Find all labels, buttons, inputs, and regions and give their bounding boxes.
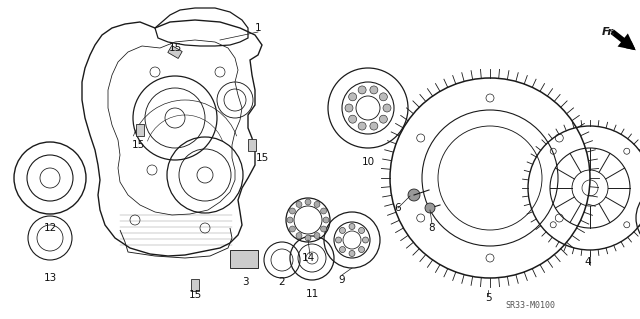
Circle shape [345,104,353,112]
Circle shape [358,247,365,253]
Circle shape [358,122,366,130]
Circle shape [321,208,326,214]
Circle shape [370,86,378,94]
Circle shape [339,227,346,234]
Text: 12: 12 [44,223,56,233]
Text: Fr.: Fr. [602,27,616,37]
Text: 3: 3 [242,277,248,287]
Circle shape [305,199,311,205]
Circle shape [349,115,356,123]
Text: 4: 4 [585,257,591,267]
FancyArrowPatch shape [612,32,634,49]
Polygon shape [136,124,144,136]
Polygon shape [248,139,256,151]
Circle shape [335,237,342,243]
Circle shape [380,93,387,101]
Circle shape [289,226,296,232]
Text: 15: 15 [188,290,202,300]
Circle shape [349,250,355,256]
Circle shape [380,115,387,123]
Circle shape [349,224,355,229]
Text: 15: 15 [168,43,182,53]
Text: 8: 8 [429,223,435,233]
Circle shape [362,237,369,243]
Circle shape [314,233,320,239]
Circle shape [321,226,326,232]
Text: 9: 9 [339,275,346,285]
Text: SR33-M0100: SR33-M0100 [505,300,555,309]
Bar [230,250,258,268]
Text: 14: 14 [301,253,315,263]
Text: 2: 2 [278,277,285,287]
Circle shape [383,104,391,112]
Circle shape [339,247,346,253]
Circle shape [296,201,302,207]
Polygon shape [191,279,199,291]
Circle shape [289,208,296,214]
FancyArrowPatch shape [611,30,636,50]
Circle shape [349,93,356,101]
Circle shape [358,86,366,94]
Circle shape [305,235,311,241]
Circle shape [287,217,293,223]
Text: 11: 11 [305,289,319,299]
Circle shape [296,233,302,239]
Text: 15: 15 [131,140,145,150]
Polygon shape [168,46,182,58]
Text: 15: 15 [255,153,269,163]
Text: 10: 10 [362,157,374,167]
Circle shape [323,217,329,223]
Text: 5: 5 [484,293,492,303]
Circle shape [314,201,320,207]
Text: 6: 6 [395,203,401,213]
Circle shape [358,227,365,234]
Circle shape [425,203,435,213]
Text: 13: 13 [44,273,56,283]
Text: 1: 1 [255,23,261,33]
Circle shape [408,189,420,201]
Circle shape [370,122,378,130]
